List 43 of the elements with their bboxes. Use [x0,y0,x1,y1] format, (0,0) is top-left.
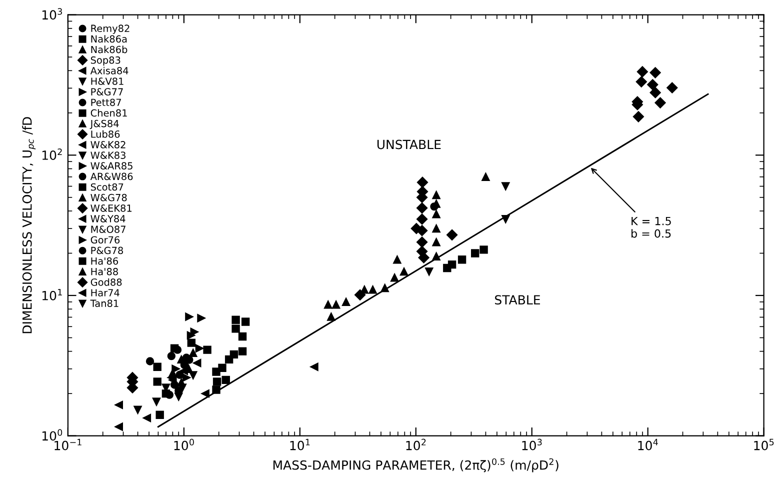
x-tick-label: 10$^{5}$ [754,438,774,450]
legend-label: Nak86b [91,46,128,54]
legend-label: Sop83 [90,56,120,66]
annotation: STABLE [495,295,540,305]
y-tick-label: 10$^{1}$ [42,288,62,300]
legend-label: Gor76 [90,236,120,244]
x-tick-label: 10$^{2}$ [406,438,426,450]
x-axis-title: MASS-DAMPING PARAMETER, (2πζ)$^{0.5}$ (m/ρD$^{2}$) [273,458,558,472]
legend-label: Har74 [91,289,120,296]
legend-label: W&G78 [90,194,127,202]
legend-label: God88 [90,278,122,286]
annotation: UNSTABLE [377,140,441,150]
legend-label: Ha'88 [91,268,118,276]
x-tick-label: 10$^{3}$ [522,438,542,450]
y-tick-label: 10$^{2}$ [42,148,62,160]
legend-label: Ha'86 [91,257,118,265]
x-tick-label: 10$^{4}$ [638,438,658,450]
legend-label: Chen81 [90,109,127,117]
x-tick-label: 10$^{0}$ [174,438,194,450]
legend-label: Remy82 [91,24,130,34]
annotation: K = 1.5 b = 0.5 [632,217,671,238]
legend-label: W&EK81 [90,204,132,212]
legend-label: W&K82 [90,141,126,148]
legend-label: W&Y84 [90,215,126,222]
x-tick-label: 10$^{1}$ [290,438,310,450]
x-tick-label: 10$^{−1}$ [54,438,82,450]
y-tick-label: 10$^{3}$ [42,8,62,20]
y-axis-title: DIMENSIONLESS VELOCITY, U$_{pc}$ /fD [22,117,36,334]
legend-label: Scot87 [90,183,124,191]
legend-label: Axisa84 [90,66,128,74]
legend-label: W&AR85 [90,162,132,170]
legend-label: H&V81 [91,78,124,85]
legend-label: Nak86a [91,35,127,43]
legend-label: Tan81 [90,300,118,308]
y-tick-label: 10$^{0}$ [42,429,62,441]
legend-label: P&G78 [91,246,123,254]
legend-label: J&S84 [90,120,119,130]
legend-label: AR&W86 [90,172,133,180]
legend-label: Pett87 [91,98,121,106]
legend-label: W&K83 [90,152,126,159]
legend-label: M&O87 [91,226,126,233]
legend-label: P&G77 [91,88,123,96]
legend-label: Lub86 [91,130,120,138]
